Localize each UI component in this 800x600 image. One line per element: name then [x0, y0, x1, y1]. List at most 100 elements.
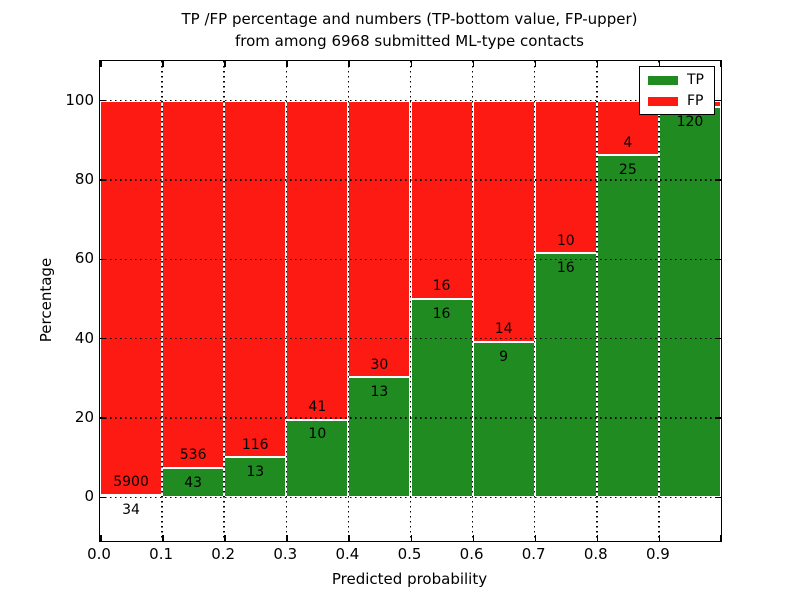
bar-segment-fp-4 [348, 100, 411, 378]
fp-swatch-icon [648, 96, 678, 106]
xtick-bottom-7 [534, 535, 537, 541]
legend: TP FP [639, 66, 715, 115]
fp-count-label-5: 16 [432, 278, 451, 295]
y-tick-label-100: 100 [65, 90, 94, 109]
ytick-left-60 [100, 258, 106, 261]
gridline-x-7 [533, 61, 536, 541]
xtick-top-6 [472, 61, 475, 67]
ytick-right-60 [715, 258, 721, 261]
gridline-x-2 [223, 61, 225, 541]
bar-segment-fp-2 [224, 100, 287, 458]
bar-segment-fp-5 [410, 100, 473, 299]
legend-label-tp: TP [687, 72, 704, 88]
x-tick-label-0.9: 0.9 [645, 545, 670, 563]
x-tick-label-0.0: 0.0 [87, 545, 111, 563]
ytick-right-80 [715, 179, 721, 181]
ytick-left-100 [100, 99, 106, 102]
xtick-top-5 [410, 61, 412, 67]
tp-count-label-5: 16 [432, 305, 451, 322]
y-tick-label-20: 20 [74, 408, 94, 427]
xtick-bottom-6 [472, 535, 475, 541]
chart-title: TP /FP percentage and numbers (TP-bottom… [99, 8, 720, 52]
tp-count-label-9: 120 [676, 113, 704, 130]
gridline-x-6 [471, 61, 474, 541]
x-tick-label-0.7: 0.7 [521, 545, 546, 563]
tp-count-label-4: 13 [370, 384, 389, 401]
bar-segment-fp-7 [534, 100, 597, 254]
xtick-bottom-8 [596, 535, 599, 541]
bar-segment-tp-6 [472, 342, 535, 498]
xtick-bottom-3 [286, 535, 288, 541]
fp-count-label-3: 41 [308, 398, 327, 415]
bar-segment-fp-1 [162, 100, 225, 468]
tp-count-label-7: 16 [556, 259, 575, 276]
gridline-x-8 [596, 61, 598, 541]
xtick-bottom-4 [348, 535, 350, 541]
chart-title-line2: from among 6968 submitted ML-type contac… [235, 32, 584, 50]
gridline-x-9 [658, 61, 660, 541]
legend-entry-tp: TP [648, 72, 704, 88]
xtick-top-2 [224, 61, 226, 67]
ytick-right-0 [715, 496, 721, 499]
gridline-x-1 [161, 61, 163, 541]
fp-count-label-7: 10 [556, 232, 575, 249]
tp-count-label-8: 25 [618, 162, 637, 179]
bar-segment-tp-7 [534, 253, 597, 498]
ytick-right-40 [715, 337, 721, 340]
fp-count-label-0: 5900 [113, 474, 149, 491]
tp-count-label-0: 34 [122, 501, 140, 518]
ytick-left-40 [100, 337, 106, 340]
fp-count-label-6: 14 [494, 321, 513, 338]
xtick-top-8 [596, 61, 599, 67]
ytick-left-80 [100, 179, 106, 181]
x-tick-label-0.5: 0.5 [397, 545, 422, 563]
xtick-bottom-1 [162, 535, 164, 541]
gridline-x-3 [285, 61, 288, 541]
xtick-top-7 [534, 61, 537, 67]
xtick-top-10 [719, 61, 721, 67]
gridline-x-5 [409, 61, 412, 541]
chart-title-line1: TP /FP percentage and numbers (TP-bottom… [181, 10, 638, 28]
fp-count-label-2: 116 [241, 436, 269, 453]
tp-swatch-icon [648, 75, 678, 85]
fp-count-label-1: 536 [179, 447, 207, 464]
gridline-x-4 [347, 61, 350, 541]
y-tick-label-40: 40 [74, 328, 94, 347]
x-tick-label-0.4: 0.4 [335, 545, 360, 563]
xtick-top-3 [286, 61, 288, 67]
tp-count-label-3: 10 [308, 426, 327, 443]
xtick-top-9 [658, 61, 661, 67]
bar-segment-fp-6 [472, 100, 535, 343]
plot-area: TP FP 5900 34 536 43 116 13 41 10 30 13 16 16 14 9 10 1… [99, 60, 722, 542]
tp-count-label-2: 13 [246, 464, 265, 481]
ytick-right-20 [715, 417, 721, 419]
x-tick-label-0.2: 0.2 [211, 545, 236, 563]
bar-segment-tp-8 [596, 155, 659, 498]
bar-segment-tp-9 [658, 107, 721, 498]
xtick-bottom-10 [719, 535, 721, 541]
bar-segment-fp-0 [100, 100, 163, 496]
legend-entry-fp: FP [648, 93, 704, 109]
y-axis-label: Percentage [37, 257, 55, 343]
xtick-bottom-2 [224, 535, 226, 541]
xtick-top-0 [100, 61, 102, 67]
tp-count-label-6: 9 [499, 348, 509, 365]
y-tick-label-0: 0 [84, 487, 94, 506]
xtick-top-4 [348, 61, 350, 67]
fp-count-label-4: 30 [370, 356, 389, 373]
x-tick-label-0.8: 0.8 [583, 545, 608, 563]
xtick-bottom-5 [410, 535, 412, 541]
x-tick-label-0.1: 0.1 [149, 545, 174, 563]
bar-segment-tp-5 [410, 299, 473, 498]
ytick-left-20 [100, 417, 106, 419]
bar-segment-fp-3 [286, 100, 349, 420]
ytick-right-100 [715, 99, 721, 102]
x-tick-label-0.6: 0.6 [459, 545, 484, 563]
y-tick-label-60: 60 [74, 249, 94, 268]
x-tick-label-0.3: 0.3 [273, 545, 298, 563]
xtick-bottom-0 [100, 535, 102, 541]
xtick-top-1 [162, 61, 164, 67]
x-axis-label: Predicted probability [331, 570, 488, 588]
y-tick-label-80: 80 [74, 170, 94, 188]
